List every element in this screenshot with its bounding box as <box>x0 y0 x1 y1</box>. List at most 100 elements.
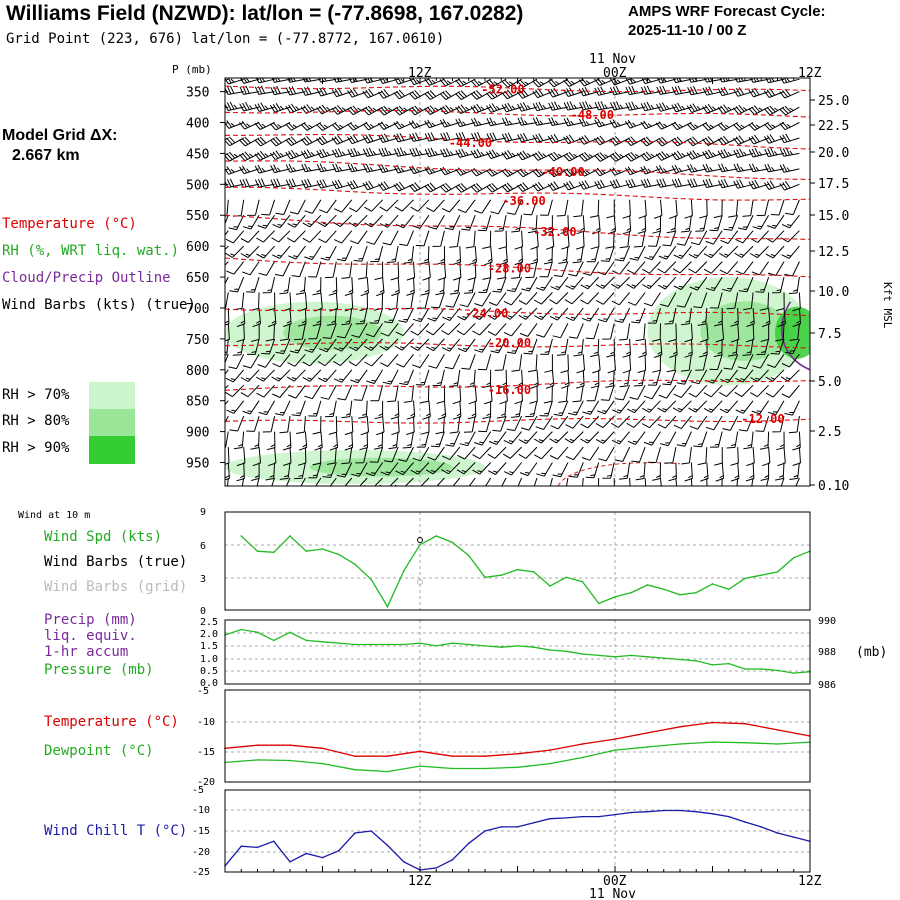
wind-chill-point <box>386 844 389 847</box>
wind-barb <box>618 323 631 341</box>
pressure-tick-label: 850 <box>186 395 209 410</box>
wind-barb <box>631 446 646 463</box>
wind-barb <box>285 477 291 486</box>
wind-barb <box>751 400 770 415</box>
wind-barb <box>738 415 754 432</box>
wind-barb <box>347 134 368 145</box>
wind-barb <box>432 369 445 387</box>
wind-barb <box>697 307 708 326</box>
wind-barb <box>316 163 337 173</box>
wind-barb <box>640 101 661 112</box>
wind-barb <box>246 415 260 432</box>
wind-barb <box>548 117 568 126</box>
wind-barb <box>626 261 646 275</box>
wind-barb <box>383 446 399 463</box>
wind-barb <box>580 415 600 429</box>
pressure-line <box>224 628 811 674</box>
wind-barb <box>496 261 507 280</box>
wind-barb <box>535 276 553 291</box>
wind-barb <box>225 245 245 258</box>
wind-barb <box>272 245 291 259</box>
dewpoint-point <box>451 767 454 770</box>
wind-barb <box>327 307 337 326</box>
wind-barb <box>333 230 353 244</box>
surface-wind-barb <box>722 548 727 566</box>
wind-barb <box>586 245 600 263</box>
wind-barb <box>518 292 538 305</box>
wind-barb <box>686 122 708 131</box>
height-tick-label: 22.5 <box>818 119 849 134</box>
wind-barb <box>735 261 754 275</box>
pressure-point <box>711 664 714 666</box>
wind-barb <box>772 276 785 294</box>
wind-barb <box>516 150 538 161</box>
wind-barb <box>308 261 322 278</box>
pressure-point <box>695 660 698 662</box>
wind-barb <box>301 178 322 189</box>
wind-barb <box>394 199 414 212</box>
wind-barb <box>398 307 414 323</box>
wind-barb <box>225 166 244 175</box>
wind-chill-point <box>435 867 438 869</box>
wind-barb <box>350 369 368 384</box>
legend-pressure: Pressure (mb) <box>44 662 154 678</box>
wind-barb <box>467 400 477 420</box>
temperature-point <box>289 744 291 746</box>
dewpoint-point <box>484 767 486 770</box>
wind-barb <box>568 261 584 277</box>
chill-tick-label: -5 <box>192 785 204 796</box>
wind-barb <box>656 85 676 95</box>
wind-barb <box>503 462 522 476</box>
wind-barb <box>470 167 491 177</box>
wind-barb <box>333 214 353 228</box>
wind-barb <box>676 369 692 385</box>
wind-barb <box>506 338 523 354</box>
wind-speed-point <box>337 553 340 556</box>
wind-barb <box>412 307 430 323</box>
wind-barb <box>573 199 584 218</box>
wind-barb <box>702 86 723 96</box>
wind-chill-point <box>565 817 568 819</box>
wind-barb <box>673 276 692 290</box>
legend-wind-chill: Wind Chill T (°C) <box>44 823 188 839</box>
wind-barb <box>702 163 723 173</box>
wind-barb <box>625 178 646 189</box>
wind-barb <box>578 152 599 162</box>
wind-barb <box>581 446 600 461</box>
legend-barbs-grid: Wind Barbs (grid) <box>44 579 188 595</box>
surface-wind-barb <box>705 548 712 565</box>
wind-barb <box>439 118 460 128</box>
wind-barb <box>364 199 383 212</box>
wind-barb <box>781 353 800 368</box>
wind-chill-point <box>467 842 470 845</box>
wind-barb <box>383 307 399 324</box>
wind-barb <box>441 338 461 352</box>
wind-barb <box>759 431 770 450</box>
wind-chill-point <box>711 812 714 815</box>
dewpoint-point <box>289 759 291 762</box>
wind-barb <box>348 78 368 83</box>
surface-grid-barb <box>234 588 249 600</box>
wind-barb <box>523 199 538 216</box>
wind-barb <box>657 261 677 274</box>
isotherm-line <box>224 257 811 278</box>
wind-barb <box>459 292 476 308</box>
wind-barb <box>626 415 646 428</box>
wind-barb <box>609 85 630 96</box>
wind-barb <box>563 134 584 145</box>
wind-barb <box>501 150 522 160</box>
legend-rh80-label: RH > 80% <box>2 413 70 429</box>
surface-grid-barb <box>469 588 480 603</box>
wind-chill-point <box>256 846 259 849</box>
wind-barb <box>626 276 646 289</box>
wind-barb <box>579 101 599 111</box>
wind-barb <box>560 354 569 374</box>
wind-barb <box>424 90 445 100</box>
wind-barb <box>308 400 322 417</box>
wind-barb <box>496 400 507 419</box>
wind-barb <box>393 105 414 116</box>
wind-barb <box>578 134 599 145</box>
wind-barb <box>517 116 538 126</box>
bottom-time-label: 12Z <box>798 874 822 889</box>
wind-barb <box>420 416 430 435</box>
